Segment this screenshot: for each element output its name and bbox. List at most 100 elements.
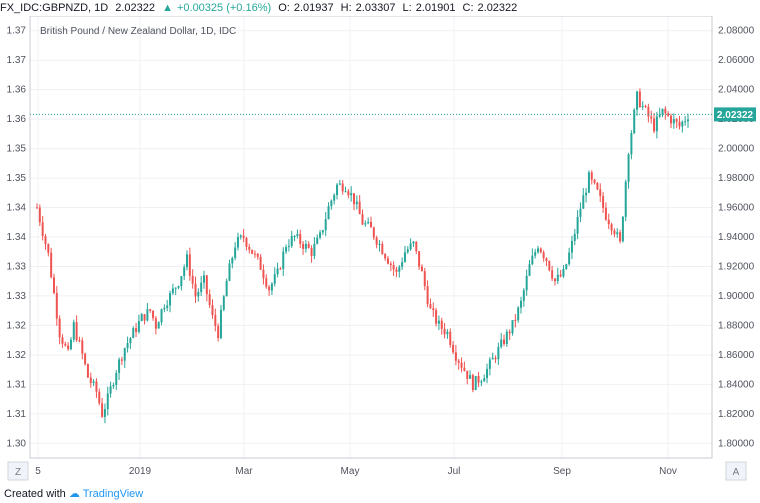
candle-body — [180, 276, 183, 287]
candle-body — [454, 352, 457, 361]
right-axis[interactable]: 2.080002.060002.040002.020002.000001.980… — [718, 26, 755, 450]
candle-body — [347, 191, 350, 196]
candle-body — [132, 328, 135, 339]
candle-body — [531, 255, 534, 265]
candle-body — [245, 237, 248, 247]
right-axis-tick: 1.80000 — [718, 438, 755, 449]
candle-body — [321, 230, 324, 233]
candle-body — [186, 254, 189, 268]
time-axis[interactable]: 5 2019 Mar May Jul Sep Nov — [35, 466, 677, 477]
footer: Created with ☁ TradingView — [0, 486, 143, 503]
left-axis-tick: 1.34 — [7, 232, 27, 243]
candle-body — [299, 234, 302, 244]
high-label: H: — [340, 2, 352, 14]
candle-body — [149, 309, 152, 311]
chart-svg[interactable]: 1.37 1.37 1.36 1.36 1.35 1.35 1.34 1.34 1.33 1.33… — [0, 16, 760, 486]
candle-body — [120, 359, 123, 361]
candle-body — [551, 270, 554, 279]
candle-body — [395, 269, 398, 272]
candle-body — [503, 339, 506, 344]
candle-body — [403, 252, 406, 262]
candle-body — [293, 235, 296, 237]
plot-frame — [29, 16, 713, 459]
left-axis-tick: 1.35 — [7, 173, 27, 184]
candle-body — [67, 345, 70, 350]
footer-prefix: Created with — [4, 488, 66, 500]
candle-body — [236, 237, 239, 248]
candle-body — [542, 252, 545, 259]
symbol-header: FX_IDC:GBPNZD, 1D 2.02322 ▲ +0.00325 (+0.… — [0, 0, 760, 16]
left-axis-tick: 1.36 — [7, 85, 27, 96]
chart-title: British Pound / New Zealand Dollar, 1D, … — [40, 26, 236, 37]
candle-body — [265, 278, 268, 287]
time-axis-tick: 2019 — [129, 466, 152, 477]
candle-body — [219, 309, 222, 339]
right-axis-tick: 1.98000 — [718, 173, 755, 184]
candle-body — [650, 116, 653, 119]
candle-body — [344, 191, 347, 193]
candle-body — [183, 267, 186, 277]
candle-body — [177, 286, 180, 288]
candle-body — [234, 247, 237, 258]
candle-body — [205, 275, 208, 295]
candle-body — [174, 287, 177, 289]
candle-body — [228, 263, 231, 281]
candle-body — [568, 252, 571, 265]
candle-body — [678, 121, 681, 127]
candle-body — [406, 249, 409, 253]
candle-body — [415, 241, 418, 252]
candle-body — [587, 172, 590, 193]
candle-body — [287, 245, 290, 248]
candle-body — [86, 364, 89, 378]
candle-body — [553, 278, 556, 282]
candle-body — [313, 243, 316, 256]
candle-body — [505, 331, 508, 344]
candle-body — [84, 353, 87, 365]
candle-body — [38, 207, 41, 223]
candle-body — [350, 193, 353, 196]
candle-body — [115, 372, 118, 386]
candle-body — [89, 377, 92, 383]
candle-body — [536, 248, 539, 253]
candle-body — [534, 252, 537, 256]
candle-body — [143, 314, 146, 321]
price-change: +0.00325 (+0.16%) — [176, 2, 272, 14]
candle-body — [242, 235, 245, 238]
candle-body — [381, 243, 384, 255]
candle-body — [494, 357, 497, 360]
candle-body — [140, 314, 143, 322]
candle-body — [508, 331, 511, 334]
candle-body — [670, 115, 673, 124]
candle-body — [217, 326, 220, 339]
candle-body — [146, 309, 149, 321]
candle-body — [593, 179, 596, 183]
last-price-tag-label: 2.02322 — [717, 110, 754, 121]
auto-scale-button[interactable] — [725, 461, 747, 481]
candle-body — [684, 121, 687, 123]
candle-body — [290, 236, 293, 246]
candle-body — [118, 359, 121, 373]
candle-body — [268, 286, 271, 291]
candle-body — [248, 246, 251, 250]
candle-body — [610, 224, 613, 231]
candle-body — [627, 154, 630, 182]
left-axis-tick: 1.37 — [7, 55, 27, 66]
left-axis-tick: 1.32 — [7, 320, 27, 331]
candle-body — [596, 182, 599, 190]
candle-body — [41, 222, 44, 237]
candle-body — [225, 280, 228, 297]
candle-body — [256, 253, 259, 257]
candle-body — [169, 293, 172, 306]
candle-body — [522, 290, 525, 301]
candle-body — [443, 328, 446, 335]
candle-body — [687, 119, 689, 122]
candle-body — [316, 237, 319, 244]
candle-body — [103, 409, 106, 417]
candle-body — [471, 375, 474, 391]
candle-body — [619, 232, 622, 242]
time-axis-tick: Mar — [235, 466, 253, 477]
zoom-button[interactable] — [7, 461, 29, 481]
right-axis-tick: 1.92000 — [718, 261, 755, 272]
candle-body — [369, 221, 372, 228]
footer-brand[interactable]: TradingView — [82, 488, 144, 500]
